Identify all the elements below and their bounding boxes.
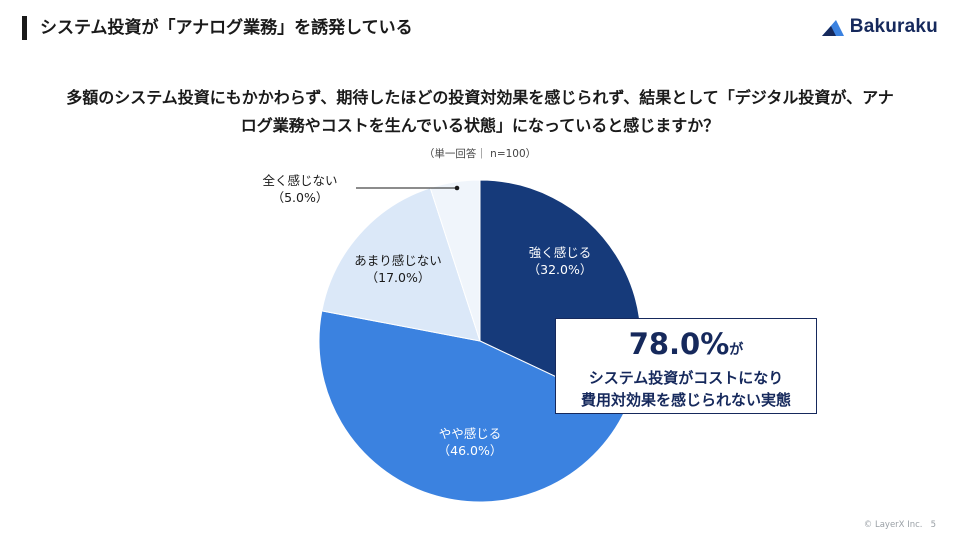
callout-suffix: が	[729, 342, 744, 358]
callout-percentage: 78.0%	[628, 327, 730, 361]
survey-question: 多額のシステム投資にもかかわらず、期待したほどの投資対効果を感じられず、結果とし…	[66, 88, 894, 135]
leader-dot	[454, 185, 460, 191]
brand-logo: Bakuraku	[820, 14, 938, 40]
logo-text: Bakuraku	[849, 16, 938, 37]
pie-slice-not-much	[321, 187, 481, 342]
slice-value-not-at-all: （5.0%）	[272, 190, 329, 205]
slide-title: システム投資が「アナログ業務」を誘発している	[40, 18, 413, 38]
slice-label-not-much: あまり感じない	[354, 253, 442, 268]
callout-line-2: 費用対効果を感じられない実態	[580, 391, 791, 409]
title-accent-bar	[22, 16, 27, 40]
slice-label-not-at-all: 全く感じない	[262, 173, 337, 188]
slice-label-somewhat: やや感じる	[439, 426, 502, 441]
slice-value-strong: （32.0%）	[528, 262, 593, 277]
page-number: 5	[930, 520, 936, 530]
highlight-callout: 78.0%が システム投資がコストになり 費用対効果を感じられない実態	[555, 318, 817, 414]
copyright-text: © LayerX Inc.	[863, 520, 923, 530]
slice-value-not-much: （17.0%）	[366, 270, 431, 285]
callout-headline: 78.0%が	[556, 327, 816, 367]
footer: © LayerX Inc. 5	[864, 520, 936, 530]
sample-note: （単一回答｜ n=100）	[423, 148, 537, 160]
slice-label-strong: 強く感じる	[529, 245, 592, 260]
pie-slice-somewhat	[318, 310, 627, 503]
bakuraku-logo-icon	[821, 20, 844, 36]
callout-line-1: システム投資がコストになり	[588, 369, 784, 387]
slice-value-somewhat: （46.0%）	[438, 443, 503, 458]
